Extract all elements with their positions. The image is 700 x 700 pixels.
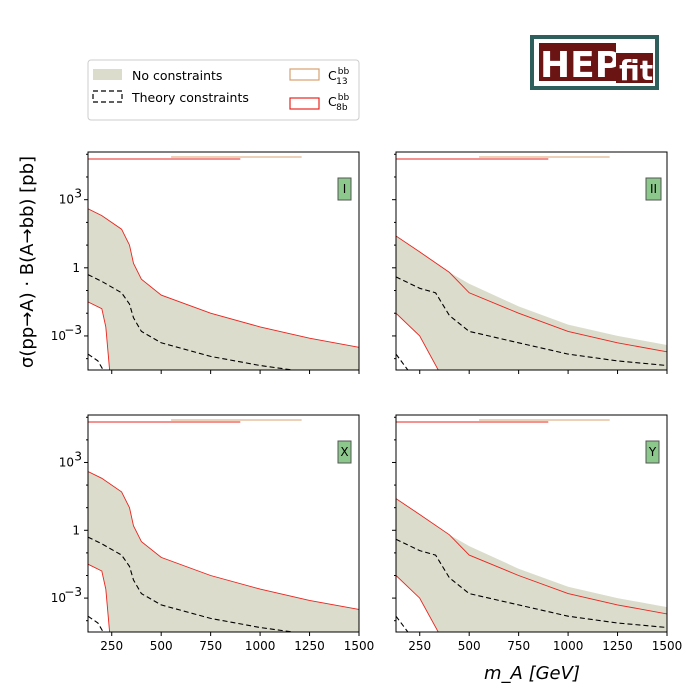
c8b-contour-lower bbox=[88, 563, 111, 632]
y-tick-exponent: −3 bbox=[64, 323, 82, 337]
theory-contour-lower bbox=[88, 353, 104, 370]
legend-swatch-theory bbox=[92, 90, 123, 103]
theory-contour-lower bbox=[396, 353, 409, 370]
c8b-contour-lower bbox=[396, 312, 439, 370]
panel-badge bbox=[645, 440, 660, 464]
theory-contour-lower bbox=[88, 615, 104, 632]
no-constraints-band bbox=[88, 208, 359, 370]
y-tick-exponent: 3 bbox=[74, 449, 82, 463]
c8b-contour-upper bbox=[396, 235, 667, 353]
axes-frame bbox=[87, 151, 360, 371]
legend-label-c13: Cbb 13 bbox=[328, 67, 349, 87]
plot-area bbox=[396, 419, 667, 632]
axes-frame bbox=[395, 414, 668, 633]
no-constraints-band bbox=[88, 471, 359, 632]
panel-label: Y bbox=[648, 445, 657, 459]
panel-label: I bbox=[343, 182, 347, 196]
y-tick-label: 1 bbox=[72, 261, 80, 275]
legend-label-c8b: Cbb 8b bbox=[328, 93, 349, 113]
x-tick-label: 1500 bbox=[344, 639, 375, 653]
x-axis-label: m_A [GeV] bbox=[484, 663, 580, 684]
x-tick-label: 250 bbox=[408, 639, 431, 653]
panel-label: II bbox=[650, 182, 657, 196]
legend: No constraints Theory constraints Cbb 13 … bbox=[87, 59, 360, 121]
x-tick-label: 250 bbox=[100, 639, 123, 653]
y-tick-label: 10 bbox=[51, 591, 66, 605]
y-tick-exponent: 3 bbox=[74, 187, 82, 201]
x-tick-label: 1000 bbox=[245, 639, 276, 653]
y-axis-label: σ(pp→A) · B(A→bb) [pb] bbox=[17, 156, 38, 368]
y-tick-exponent: −3 bbox=[64, 585, 82, 599]
no-constraints-band bbox=[396, 498, 667, 632]
axes-frame bbox=[395, 151, 668, 371]
x-tick-label: 1000 bbox=[553, 639, 584, 653]
legend-swatch-c8b bbox=[289, 97, 320, 110]
x-tick-label: 500 bbox=[458, 639, 481, 653]
hepfit-logo: HEP fit bbox=[530, 35, 659, 90]
panel-Y: 250 500 750 1000 1250 1500 Y bbox=[392, 414, 683, 653]
c8b-contour-lower bbox=[88, 301, 111, 370]
y-tick-label: 1 bbox=[72, 523, 80, 537]
plot-area bbox=[88, 419, 359, 632]
theory-contour-upper bbox=[88, 274, 297, 370]
axes-frame bbox=[87, 414, 360, 633]
c8b-contour-upper bbox=[396, 498, 667, 615]
legend-label-theory: Theory constraints bbox=[131, 90, 249, 105]
c8b-contour-upper bbox=[88, 471, 359, 610]
no-constraints-band bbox=[396, 236, 667, 370]
legend-label-no-constraints: No constraints bbox=[132, 68, 222, 83]
x-tick-label: 1250 bbox=[294, 639, 325, 653]
legend-swatch-no-constraints bbox=[93, 69, 122, 80]
y-tick-label: 10 bbox=[51, 329, 66, 343]
x-tick-label: 750 bbox=[507, 639, 530, 653]
logo-part1: HEP bbox=[540, 45, 621, 86]
y-tick-label: 10 bbox=[59, 455, 74, 469]
x-tick-label: 750 bbox=[199, 639, 222, 653]
y-tick-label: 10 bbox=[59, 193, 74, 207]
x-tick-label: 1250 bbox=[602, 639, 633, 653]
theory-contour-upper bbox=[88, 536, 297, 632]
x-tick-label: 1500 bbox=[652, 639, 683, 653]
c8b-contour-lower bbox=[396, 575, 439, 632]
panel-badge bbox=[645, 177, 662, 201]
x-tick-label: 500 bbox=[150, 639, 173, 653]
legend-swatch-c13 bbox=[289, 68, 320, 81]
panel-badge bbox=[337, 440, 352, 464]
logo-part2: fit bbox=[619, 54, 653, 87]
panel-badge bbox=[337, 177, 352, 201]
c8b-contour-upper bbox=[88, 208, 359, 348]
panel-II: II bbox=[392, 151, 668, 374]
panel-label: X bbox=[340, 445, 348, 459]
plot-area bbox=[88, 156, 359, 370]
plot-area bbox=[396, 156, 667, 370]
